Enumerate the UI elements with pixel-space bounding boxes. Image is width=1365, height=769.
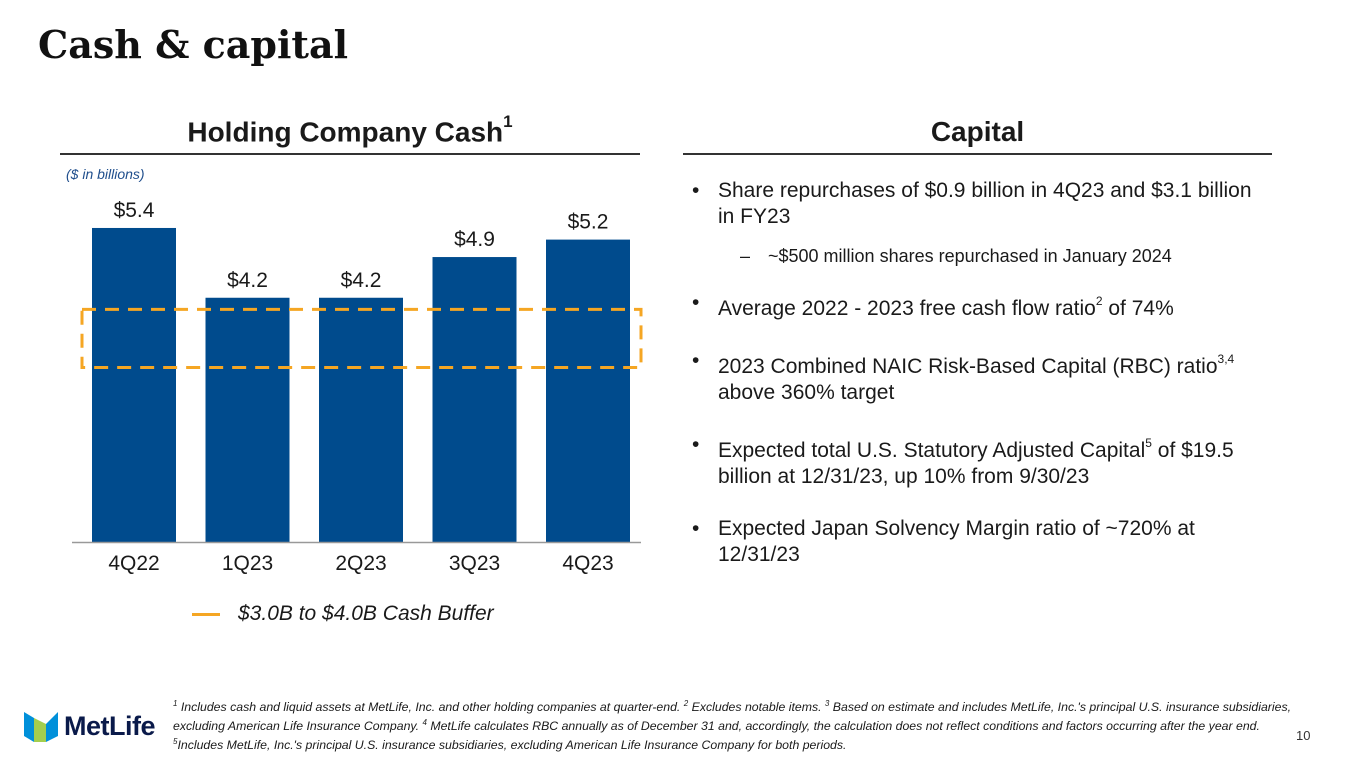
sub-bullet-january-repurchase: – ~$500 million shares repurchased in Ja… [740,244,1262,268]
bullet-free-cash-flow: • Average 2022 - 2023 free cash flow rat… [692,290,1262,322]
bar-4Q23 [546,239,630,542]
capital-bullet-list: • Share repurchases of $0.9 billion in 4… [692,178,1262,568]
footnotes: 1 Includes cash and liquid assets at Met… [173,696,1293,753]
dash-marker: – [740,246,751,266]
cash-buffer-legend-swatch [192,612,220,616]
bullet-marker: • [692,179,700,202]
footnote-number: 2 [683,699,689,708]
footnote-marker: 3,4 [1217,352,1235,366]
holding-company-cash-heading-text: Holding Company Cash [187,116,504,148]
bullet-marker: • [692,433,700,456]
bullet-marker: • [692,517,700,540]
footnote-number: 3 [824,699,830,708]
metlife-logo-mark-icon [24,712,58,742]
bar-3Q23 [432,257,517,542]
bullet-share-repurchases: • Share repurchases of $0.9 billion in 4… [692,178,1262,230]
bullet-text-part: 2023 Combined NAIC Risk-Based Capital (R… [718,355,1218,378]
bar-2Q23 [319,297,403,542]
sub-bullet-text: ~$500 million shares repurchased in Janu… [768,246,1172,266]
left-heading-rule [60,153,640,155]
footnote-text: Includes MetLife, Inc.'s principal U.S. … [177,738,847,753]
cash-buffer-legend-label: $3.0B to $4.0B Cash Buffer [238,602,494,625]
bullet-text-part: of $19.5 billion at 12/31/23, up 10% fro… [718,439,1234,488]
footnote-marker: 2 [1095,294,1103,308]
bar-4Q22 [92,227,176,542]
chart-legend: $3.0B to $4.0B Cash Buffer [192,600,494,628]
footnote-number: 5 [173,737,178,747]
footnote-text: Includes cash and liquid assets at MetLi… [177,700,684,715]
bullet-text: Expected total U.S. Statutory Adjusted C… [718,432,1262,490]
bar-value-label: $4.9 [454,228,495,251]
bullet-text: 2023 Combined NAIC Risk-Based Capital (R… [718,348,1262,406]
x-tick-label: 3Q23 [449,552,500,575]
bar-value-label: $5.4 [114,199,155,222]
footnote-text: Excludes notable items. [688,700,825,715]
holding-company-cash-heading: Holding Company Cash1 [60,112,640,148]
bullet-rbc-ratio: • 2023 Combined NAIC Risk-Based Capital … [692,348,1262,406]
cash-buffer-band [80,307,643,370]
x-tick-label: 2Q23 [335,552,386,575]
bullet-japan-solvency: • Expected Japan Solvency Margin ratio o… [692,516,1262,568]
footnote-number: 1 [173,699,178,708]
page-number: 10 [1296,728,1311,743]
bullet-marker: • [692,291,700,314]
x-tick-label: 1Q23 [222,552,273,575]
footnote-text: Based on estimate and includes MetLife, … [173,700,1292,734]
units-note: ($ in billions) [66,166,145,182]
bullet-text-part: of 74% [1102,297,1174,320]
bullet-text: Share repurchases of $0.9 billion in 4Q2… [718,179,1252,228]
bullet-text-part: Expected total U.S. Statutory Adjusted C… [718,439,1146,462]
x-tick-label: 4Q22 [108,552,159,575]
footnote-number: 4 [422,718,427,728]
heading-footnote-marker: 1 [503,112,513,131]
bullet-text-part: above 360% target [718,381,895,404]
page-title: Cash & capital [38,22,349,67]
bar-1Q23 [205,297,290,542]
holding-company-cash-chart: $5.4 4Q22 $4.2 1Q23 $4.2 2Q23 $4.9 3Q23 $5.2 4Q23 [72,199,643,575]
bullet-statutory-capital: • Expected total U.S. Statutory Adjusted… [692,432,1262,490]
bullet-text: Average 2022 - 2023 free cash flow ratio… [718,290,1174,322]
x-tick-label: 4Q23 [562,552,613,575]
capital-heading: Capital [930,116,1025,147]
bullet-marker: • [692,349,700,372]
bullet-text: Expected Japan Solvency Margin ratio of … [718,517,1195,566]
footnote-marker: 5 [1145,436,1152,450]
bar-value-label: $5.2 [568,211,609,234]
metlife-logo: MetLife [24,710,156,742]
bar-value-label: $4.2 [227,269,268,292]
right-heading-rule [683,153,1272,155]
bullet-text-part: Average 2022 - 2023 free cash flow ratio [718,297,1096,320]
metlife-logo-text: MetLife [64,710,156,741]
bar-value-label: $4.2 [341,269,382,292]
footnote-text: MetLife calculates RBC annually as of De… [426,719,1260,734]
